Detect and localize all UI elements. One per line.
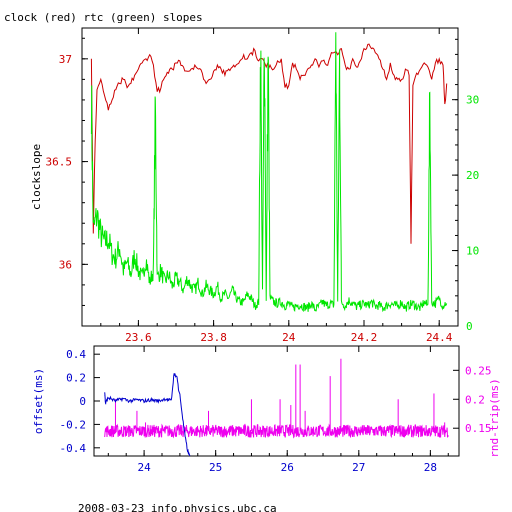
y-right-tick-label: 0 xyxy=(466,320,473,333)
y-left-tick-label: 37 xyxy=(59,53,72,66)
y-left-tick-label: -0.4 xyxy=(60,442,87,455)
x-tick-label: 27 xyxy=(352,461,365,474)
roundtrip-axis-label: rnd-trip(ms) xyxy=(488,378,501,457)
y-left-tick-label: 36.5 xyxy=(46,156,73,169)
roundtrip-series xyxy=(104,358,449,439)
roundtrip-line xyxy=(104,423,449,439)
offset-axis-label: offset(ms) xyxy=(32,368,45,434)
x-tick-label: 24 xyxy=(282,331,296,344)
y-left-tick-label: 36 xyxy=(59,258,72,271)
x-tick-label: 23.8 xyxy=(200,331,227,344)
x-tick-label: 28 xyxy=(424,461,437,474)
offset-series xyxy=(104,373,191,457)
y-right-tick-label: 10 xyxy=(466,245,479,258)
clock-slope-line xyxy=(90,43,448,244)
slopes-panel: clockslope 23.6 23.8 24 24.2 24.4 36 36.5 37 0 10… xyxy=(30,27,479,344)
y-right-tick-label: 0.2 xyxy=(465,393,485,406)
offset-line xyxy=(104,373,191,457)
y-left-tick-label: 0.4 xyxy=(66,348,86,361)
x-tick-label: 24.2 xyxy=(351,331,378,344)
x-tick-label: 26 xyxy=(281,461,294,474)
x-tick-label: 24 xyxy=(137,461,151,474)
offset-axes: 24 25 26 27 28 0.4 0.2 0 -0.2 -0.4 0.25 0.2 0.15 xyxy=(60,346,492,474)
clock-slope-series xyxy=(90,43,448,244)
x-tick-label: 24.4 xyxy=(426,331,453,344)
x-tick-label: 23.6 xyxy=(125,331,152,344)
chart-title: clock (red) rtc (green) slopes xyxy=(4,11,203,24)
y-right-tick-label: 0.25 xyxy=(465,364,492,377)
footer-date-host: 2008-03-23 info.physics.ubc.ca xyxy=(78,502,277,512)
y-right-tick-label: 20 xyxy=(466,169,479,182)
y-left-tick-label: 0.2 xyxy=(66,372,86,385)
rtc-slope-line xyxy=(90,32,448,313)
y-right-tick-label: 30 xyxy=(466,94,479,107)
offset-panel: offset(ms) rnd-trip(ms) 24 25 26 27 28 0.4 0.2… xyxy=(32,345,501,474)
slopes-axes: 23.6 23.8 24 24.2 24.4 36 36.5 37 0 10 20 30 xyxy=(46,28,479,344)
y-left-tick-label: -0.2 xyxy=(60,418,87,431)
y-right-tick-label: 0.15 xyxy=(465,422,492,435)
y-left-tick-label: 0 xyxy=(79,395,86,408)
x-tick-label: 25 xyxy=(209,461,222,474)
clockslope-axis-label: clockslope xyxy=(30,144,43,210)
rtc-slope-series xyxy=(90,32,448,313)
